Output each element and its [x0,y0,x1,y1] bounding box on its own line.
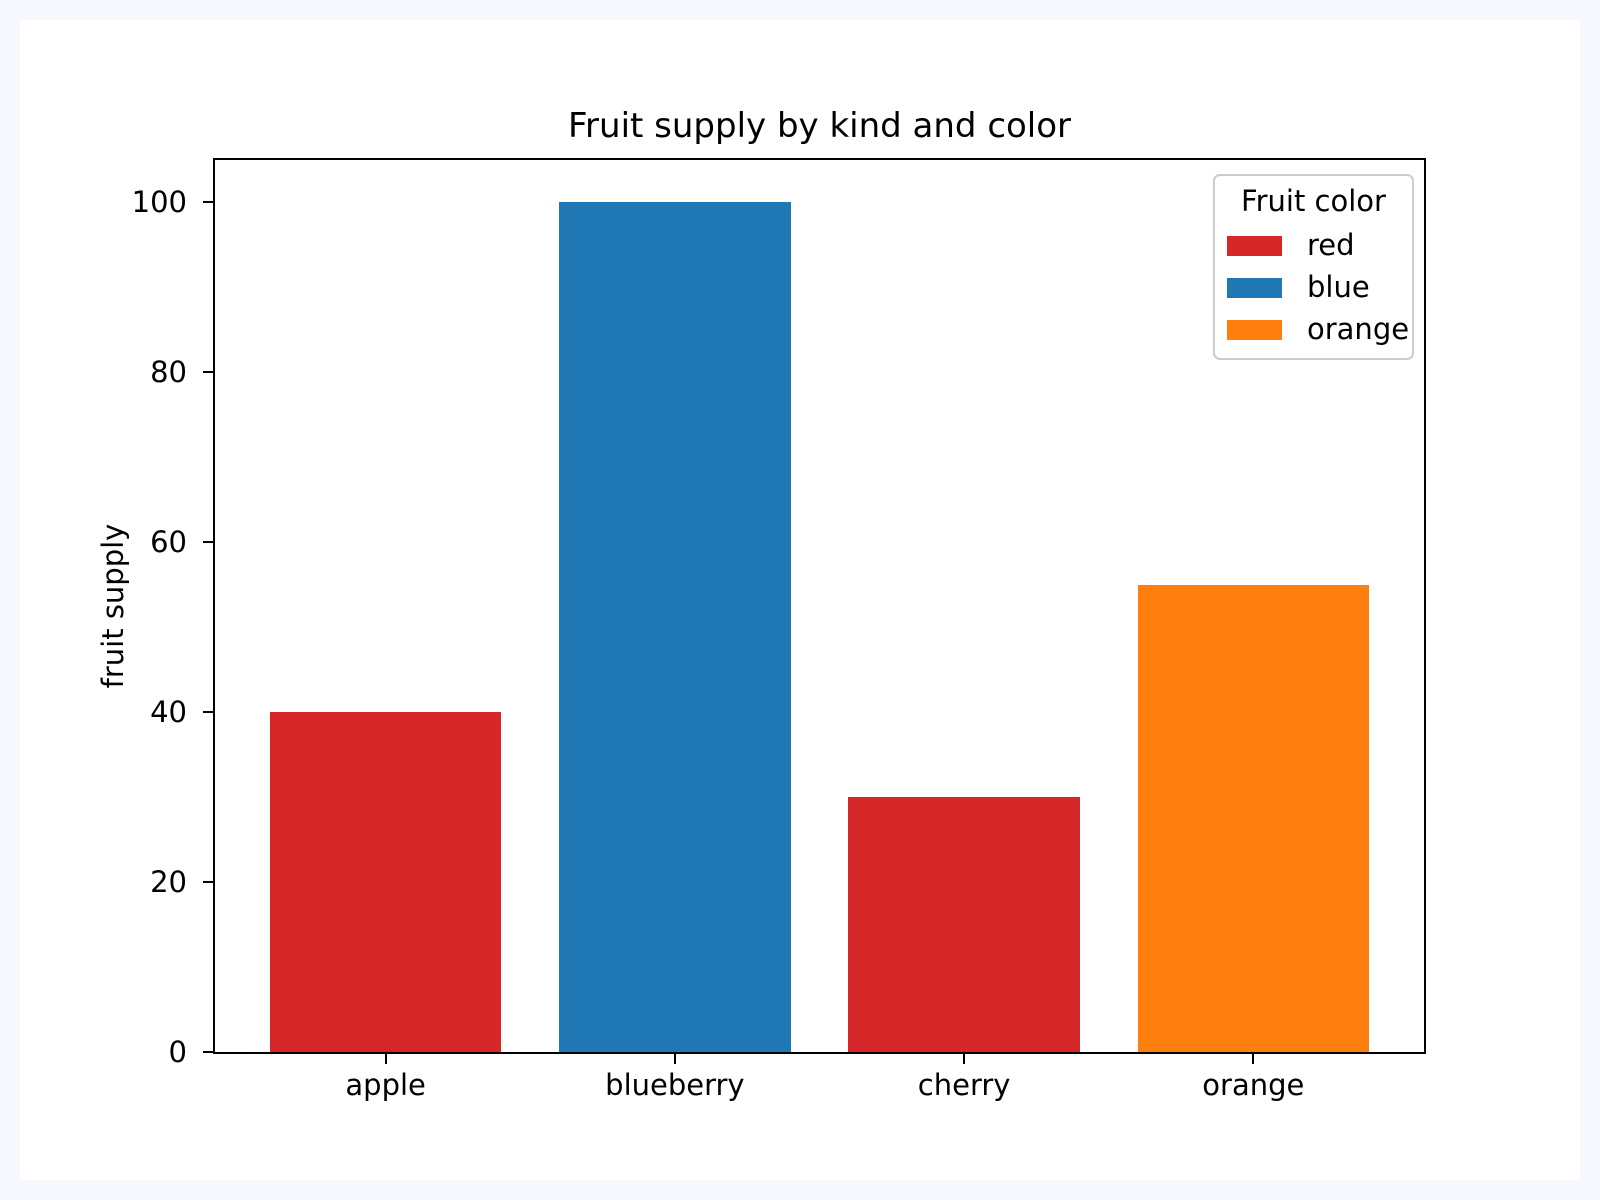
x-axis-tick-label-blueberry: blueberry [605,1068,745,1102]
legend-entry-orange: orange [1215,313,1412,346]
x-axis-tick-label-cherry: cherry [917,1068,1011,1102]
plot-area: Fruit supply by kind and color fruit sup… [96,106,1426,1102]
y-axis-tick-label-80: 80 [150,355,187,390]
y-axis-tick-label-40: 40 [150,695,187,730]
y-axis-label: fruit supply [96,523,130,689]
x-axis-tick-label-orange: orange [1202,1068,1305,1102]
bar-cherry [848,797,1080,1052]
y-axis-tick-label-60: 60 [150,525,187,560]
bar-apple [269,712,502,1052]
x-axis-tick [384,1054,387,1064]
y-axis-tick [203,881,213,884]
legend-label-blue: blue [1307,270,1370,304]
y-axis-tick [203,1051,213,1053]
legend-entry-blue: blue [1215,271,1412,304]
x-axis-tick-label-apple: apple [345,1068,426,1102]
figure: Fruit supply by kind and color fruit sup… [20,20,1580,1180]
bar-blueberry [559,202,791,1052]
legend-swatch-red [1227,235,1282,256]
y-axis-tick [203,541,213,544]
legend-label-orange: orange [1307,312,1410,346]
y-axis-tick-label-20: 20 [150,865,187,900]
x-axis-tick [1252,1054,1255,1064]
y-axis-tick-label-0: 0 [168,1035,187,1069]
legend-label-red: red [1307,228,1355,262]
x-axis-tick [963,1054,966,1064]
legend-swatch-blue [1227,277,1282,298]
y-axis-tick [203,711,213,714]
bar-orange [1137,584,1370,1052]
y-axis-tick [203,201,213,204]
chart-title: Fruit supply by kind and color [567,106,1072,146]
legend: Fruit color red blue orange [1213,174,1414,360]
legend-swatch-orange [1227,319,1282,340]
legend-title: Fruit color [1241,184,1386,218]
y-axis-tick-label-100: 100 [131,185,187,220]
legend-entry-red: red [1215,229,1412,262]
y-axis-tick [203,371,213,374]
x-axis-tick [673,1054,676,1064]
